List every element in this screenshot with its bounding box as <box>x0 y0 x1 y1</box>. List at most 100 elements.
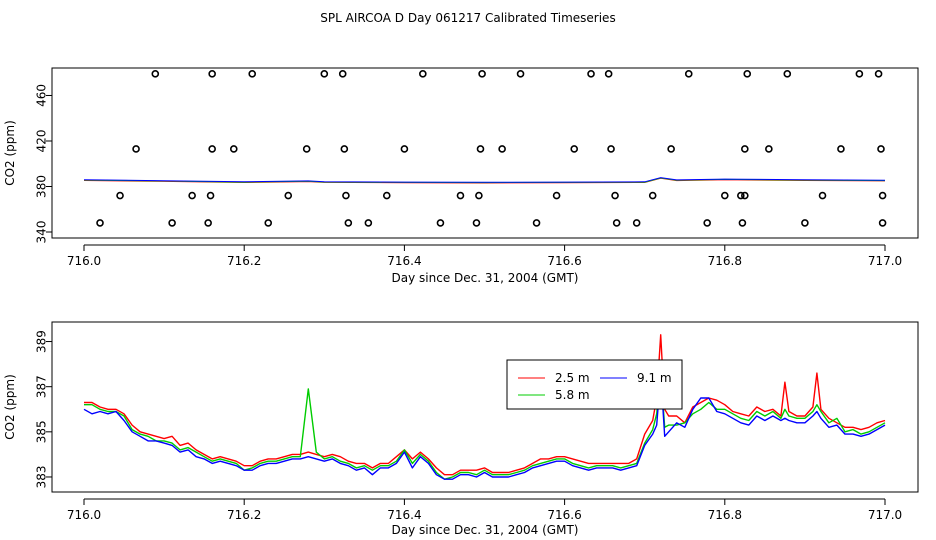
scatter-point <box>206 191 215 200</box>
scatter-point <box>741 145 749 153</box>
scatter-point <box>587 70 595 78</box>
scatter-point <box>611 191 619 200</box>
x-tick-label: 716.2 <box>227 508 261 522</box>
axis-ticks: 716.0 716.2 716.4 716.6 716.8 717.0 340 380 420 4… <box>35 84 903 268</box>
x-tick-label: 716.4 <box>387 508 421 522</box>
scatter-point <box>743 70 752 78</box>
x-axis-label: Day since Dec. 31, 2004 (GMT) <box>392 523 579 537</box>
series-line <box>83 177 886 183</box>
scatter-point <box>801 219 809 227</box>
x-tick-label: 716.2 <box>227 254 261 268</box>
series-line <box>84 370 886 480</box>
legend-label-9-1m: 9.1 m <box>637 371 672 385</box>
scatter-point <box>340 145 349 153</box>
scatter-point <box>878 219 887 227</box>
scatter-point <box>604 70 613 78</box>
scatter-point <box>552 191 561 200</box>
scatter-point <box>632 219 641 227</box>
y-tick-label: 420 <box>35 130 49 153</box>
scatter-point <box>570 145 579 153</box>
scatter-point <box>188 191 196 200</box>
scatter-point <box>765 145 773 153</box>
line-panel: 716.0 716.2 716.4 716.6 716.8 717.0 383 385 387 3… <box>3 321 919 537</box>
y-tick-label: 380 <box>35 175 49 198</box>
scatter-point <box>516 70 525 78</box>
scatter-point <box>741 191 749 200</box>
scatter-point <box>703 219 711 227</box>
scatter-point <box>877 145 885 153</box>
x-tick-label: 716.8 <box>708 508 742 522</box>
y-axis-label: CO2 (ppm) <box>3 120 17 186</box>
scatter-point <box>783 70 792 78</box>
scatter-point <box>478 70 486 78</box>
scatter-point <box>382 191 391 200</box>
x-tick-label: 716.0 <box>67 254 101 268</box>
scatter-point <box>878 191 887 200</box>
scatter-point <box>419 70 427 78</box>
y-tick-label: 383 <box>35 466 49 489</box>
axis-ticks: 716.0 716.2 716.4 716.6 716.8 717.0 383 385 387 3… <box>35 330 903 522</box>
scatter-point <box>342 191 350 200</box>
scatter-point <box>874 70 883 78</box>
scatter-point <box>837 145 845 153</box>
y-tick-label: 387 <box>35 375 49 398</box>
scatter-point <box>738 219 747 227</box>
scatter-point <box>684 70 693 78</box>
x-tick-label: 716.4 <box>387 254 421 268</box>
y-tick-label: 340 <box>35 221 49 244</box>
x-tick-label: 717.0 <box>868 254 902 268</box>
scatter-point <box>96 219 104 227</box>
scatter-point <box>476 145 485 153</box>
scatter-point <box>436 219 445 227</box>
y-tick-label: 389 <box>35 330 49 353</box>
scatter-point <box>498 145 506 153</box>
legend-label-5-8m: 5.8 m <box>555 388 590 402</box>
scatter-point <box>264 219 273 227</box>
scatter-point <box>208 145 216 153</box>
scatter-panel: 716.0 716.2 716.4 716.6 716.8 717.0 340 380 420 4… <box>3 67 919 285</box>
chart-title: SPL AIRCOA D Day 061217 Calibrated Times… <box>320 11 615 25</box>
scatter-point <box>284 191 293 200</box>
scatter-point <box>132 145 140 153</box>
legend-box <box>506 359 683 410</box>
series-line <box>83 372 886 480</box>
scatter-point <box>302 145 311 153</box>
legend-label-2-5m: 2.5 m <box>555 371 590 385</box>
scatter-point <box>855 70 864 78</box>
y-axis-label: CO2 (ppm) <box>3 374 17 440</box>
x-tick-label: 716.6 <box>547 508 581 522</box>
scatter-point <box>204 219 212 227</box>
scatter-point <box>116 191 124 200</box>
scatter-point <box>229 145 238 153</box>
scatter-point <box>607 145 615 153</box>
scatter-point <box>320 70 329 78</box>
scatter-point <box>364 219 373 227</box>
scatter-point <box>612 219 621 227</box>
x-axis-label: Day since Dec. 31, 2004 (GMT) <box>392 271 579 285</box>
x-tick-label: 716.8 <box>708 254 742 268</box>
scatter-point <box>338 70 347 78</box>
scatter-point <box>818 191 827 200</box>
scatter-point <box>648 191 657 200</box>
y-tick-label: 460 <box>35 84 49 107</box>
scatter-point <box>667 145 675 153</box>
scatter-point <box>208 70 216 78</box>
x-tick-label: 717.0 <box>868 508 902 522</box>
scatter-point <box>151 70 160 78</box>
scatter-points <box>96 70 887 227</box>
x-tick-label: 716.0 <box>67 508 101 522</box>
scatter-point <box>168 219 176 227</box>
scatter-point <box>456 191 465 200</box>
legend: 2.5 m 9.1 m 5.8 m <box>506 359 683 410</box>
series-lines <box>83 334 886 480</box>
scatter-point <box>248 70 257 78</box>
scatter-point <box>344 219 353 227</box>
scatter-point <box>475 191 483 200</box>
x-tick-label: 716.6 <box>547 254 581 268</box>
scatter-point <box>472 219 481 227</box>
y-tick-label: 385 <box>35 420 49 443</box>
series-line <box>84 334 886 476</box>
scatter-point <box>400 145 409 153</box>
scatter-point <box>532 219 541 227</box>
